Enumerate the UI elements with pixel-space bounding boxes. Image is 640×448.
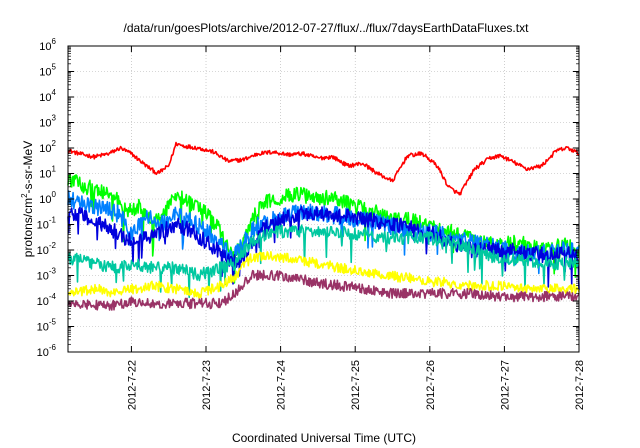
x-tick-label: 2012-7-25	[350, 360, 362, 410]
y-tick-label: 106	[39, 37, 56, 53]
y-tick-exponent: 1	[52, 165, 57, 174]
y-tick-label: 10-4	[37, 292, 57, 308]
series-channel-1	[67, 141, 580, 196]
y-tick-base: 10	[37, 347, 49, 359]
y-tick-label: 104	[39, 88, 56, 104]
y-tick-base: 10	[37, 322, 49, 334]
y-tick-base: 10	[37, 296, 49, 308]
y-tick-exponent: -1	[49, 216, 57, 225]
y-tick-exponent: 2	[52, 139, 57, 148]
y-tick-label: 10-3	[37, 267, 57, 283]
y-tick-base: 10	[39, 92, 51, 104]
series-channel-4	[67, 206, 580, 291]
y-axis-label-exponent: 2	[20, 193, 29, 198]
y-tick-base: 10	[39, 143, 51, 155]
x-tick-label: 2012-7-23	[201, 360, 213, 410]
y-tick-exponent: -4	[49, 292, 57, 301]
y-tick-label: 101	[39, 165, 56, 181]
y-tick-exponent: 6	[52, 37, 57, 46]
x-tick-label: 2012-7-24	[276, 360, 288, 410]
y-tick-label: 100	[39, 190, 56, 206]
chart-title: /data/run/goesPlots/archive/2012-07-27/f…	[124, 21, 530, 35]
data-series	[67, 141, 580, 311]
grid-lines	[68, 46, 579, 352]
y-tick-base: 10	[39, 118, 51, 130]
y-axis-label-base: protons/cm	[21, 198, 35, 257]
y-tick-base: 10	[37, 245, 49, 257]
series-channel-5	[67, 224, 580, 299]
y-axis-label-rest: -s-sr-MeV	[21, 141, 35, 194]
y-tick-label: 102	[39, 139, 56, 155]
y-tick-base: 10	[39, 41, 51, 53]
y-tick-exponent: 4	[52, 88, 57, 97]
x-tick-label: 2012-7-26	[425, 360, 437, 410]
x-tick-label: 2012-7-28	[574, 360, 586, 410]
series-channel-6	[67, 251, 580, 299]
y-tick-label: 105	[39, 63, 56, 79]
y-tick-exponent: -5	[49, 318, 57, 327]
y-tick-label: 103	[39, 114, 56, 130]
y-tick-exponent: 5	[52, 63, 57, 72]
axis-ticks	[68, 45, 580, 353]
y-tick-label: 10-6	[37, 343, 57, 359]
y-tick-exponent: -6	[49, 343, 57, 352]
series-channel-7	[67, 269, 580, 311]
y-tick-base: 10	[37, 220, 49, 232]
y-tick-base: 10	[37, 271, 49, 283]
x-axis-label: Coordinated Universal Time (UTC)	[232, 431, 416, 445]
y-tick-label: 10-5	[37, 318, 57, 334]
y-tick-base: 10	[39, 67, 51, 79]
y-tick-exponent: 3	[52, 114, 57, 123]
y-tick-exponent: 0	[52, 190, 57, 199]
y-tick-base: 10	[39, 194, 51, 206]
y-tick-exponent: -3	[49, 267, 57, 276]
y-tick-exponent: -2	[49, 241, 57, 250]
x-tick-label: 2012-7-22	[126, 360, 138, 410]
y-tick-labels: 10-610-510-410-310-210-11001011021031041…	[37, 37, 57, 359]
y-tick-label: 10-2	[37, 241, 57, 257]
y-tick-label: 10-1	[37, 216, 57, 232]
x-tick-label: 2012-7-27	[499, 360, 511, 410]
y-axis-label: protons/cm2-s-sr-MeV	[20, 141, 35, 257]
x-tick-labels: 2012-7-22 2012-7-23 2012-7-24 2012-7-25 2012…	[126, 360, 586, 410]
y-tick-base: 10	[39, 169, 51, 181]
